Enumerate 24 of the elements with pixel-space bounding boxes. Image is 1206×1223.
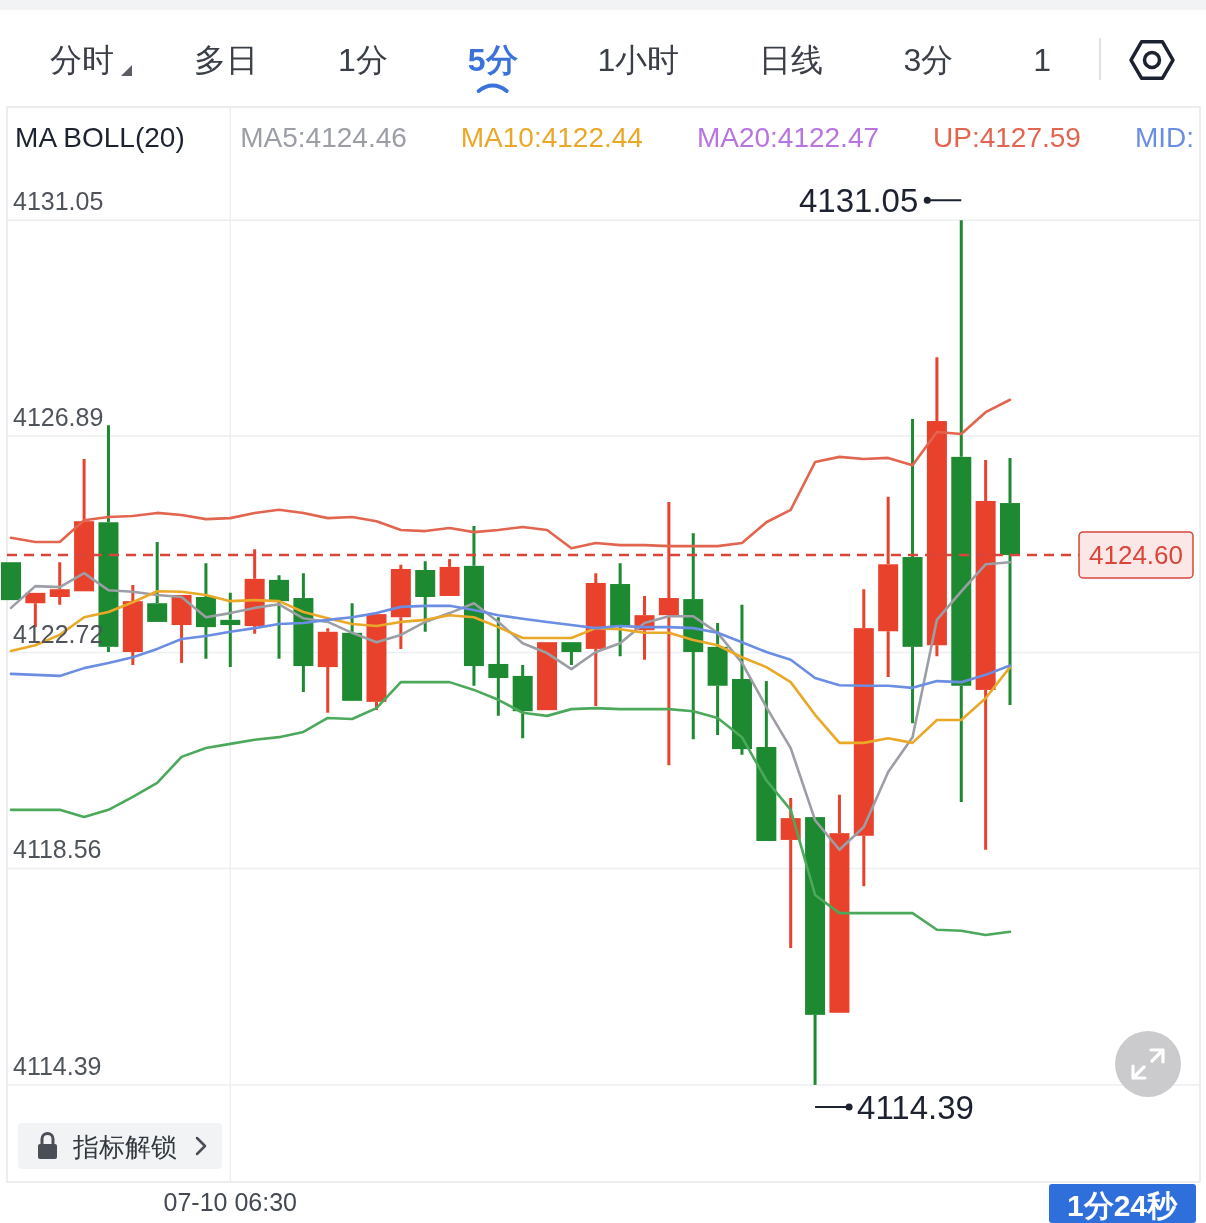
y-tick-label: 4126.89	[13, 403, 104, 432]
text: 3分	[903, 42, 954, 78]
y-tick-label: 4118.56	[13, 835, 102, 864]
text: 1分24秒	[1066, 1189, 1179, 1222]
annotation: 4131.05	[798, 182, 919, 220]
text: 1小时	[597, 42, 680, 78]
text: UP:4127.59	[933, 122, 1081, 153]
ref-line-label: 4124.60	[1089, 539, 1184, 570]
y-tick-label: 4114.39	[13, 1051, 102, 1080]
annotation: 指标解锁	[72, 1132, 177, 1162]
text: MA10:4122.44	[460, 122, 643, 153]
x-tick-label: 07-10 06:30	[163, 1188, 298, 1216]
text: 1	[1033, 42, 1051, 78]
annotation: 4114.39	[857, 1088, 974, 1126]
text: 日线	[759, 42, 824, 78]
text: 1分	[338, 42, 388, 78]
text: MA5:4124.46	[240, 122, 407, 153]
legend-title: MA BOLL(20)	[15, 122, 185, 153]
text: 分时	[50, 42, 114, 78]
legend-label: MA20:4122.47	[696, 122, 880, 153]
text: 5分	[467, 42, 518, 78]
y-tick-label: 4131.05	[13, 187, 104, 216]
text: 多日	[194, 42, 258, 78]
text: MID:	[1134, 122, 1194, 153]
